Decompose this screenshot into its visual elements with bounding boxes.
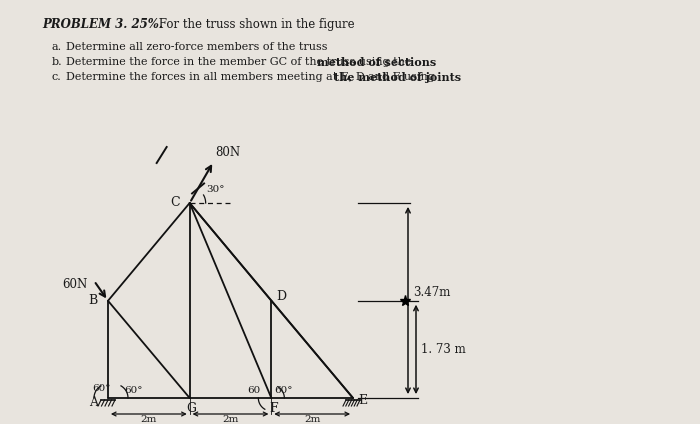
Text: method of sections: method of sections: [317, 57, 436, 68]
Text: A: A: [89, 396, 98, 408]
Text: 30°: 30°: [206, 184, 225, 193]
Text: 60°: 60°: [124, 386, 143, 395]
Text: D: D: [276, 290, 286, 303]
Text: E: E: [358, 394, 367, 407]
Text: 60°: 60°: [92, 384, 111, 393]
Text: Determine the force in the member GC of the truss using the: Determine the force in the member GC of …: [66, 57, 415, 67]
Text: Determine all zero-force members of the truss: Determine all zero-force members of the …: [66, 42, 328, 52]
Text: 2m: 2m: [304, 415, 321, 424]
Text: C: C: [170, 196, 180, 209]
Text: PROBLEM 3. 25%.: PROBLEM 3. 25%.: [42, 18, 163, 31]
Text: c.: c.: [52, 72, 62, 82]
Text: 2m: 2m: [223, 415, 239, 424]
Text: 1. 73 m: 1. 73 m: [421, 343, 466, 356]
Text: Determine the forces in all members meeting at E, D and F using: Determine the forces in all members meet…: [66, 72, 438, 82]
Text: a.: a.: [52, 42, 62, 52]
Text: For the truss shown in the figure: For the truss shown in the figure: [155, 18, 355, 31]
Text: 60: 60: [247, 386, 260, 395]
Text: 2m: 2m: [141, 415, 157, 424]
Text: F: F: [269, 402, 278, 415]
Text: G: G: [187, 402, 197, 415]
Text: B: B: [89, 294, 98, 307]
Text: 3.47m: 3.47m: [413, 286, 450, 299]
Text: 60°: 60°: [274, 386, 293, 395]
Text: the method of joints: the method of joints: [333, 72, 461, 83]
Text: 60N: 60N: [62, 278, 88, 291]
Text: b.: b.: [52, 57, 62, 67]
Text: 80N: 80N: [216, 146, 241, 159]
